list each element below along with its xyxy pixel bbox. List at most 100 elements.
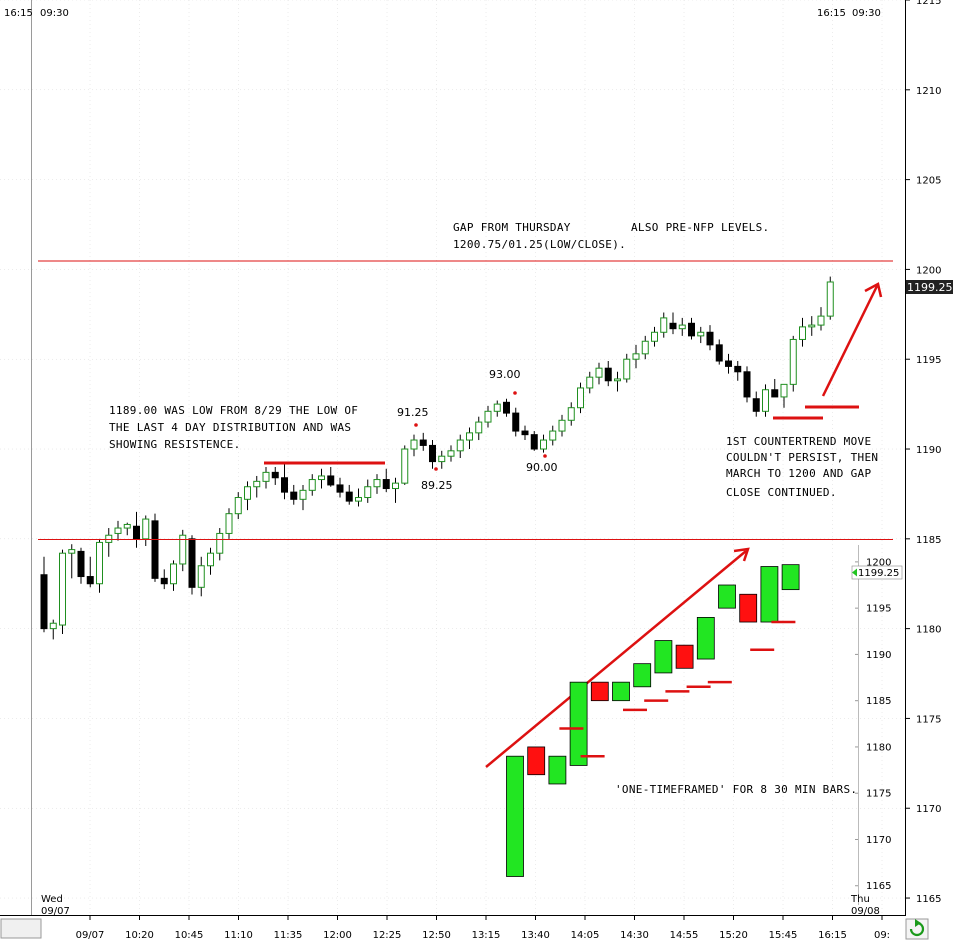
horizontal-scroll-box[interactable] bbox=[0, 918, 42, 939]
price-label: 1199.25 bbox=[907, 281, 953, 294]
countertrend-note-line-3: MARCH TO 1200 AND GAP bbox=[726, 467, 871, 480]
swing-dot-9125 bbox=[414, 423, 418, 427]
inset-candles bbox=[506, 564, 800, 877]
inset-candle-up bbox=[781, 564, 800, 591]
trend-arrow-main-head bbox=[864, 282, 883, 298]
refresh-button[interactable] bbox=[905, 918, 929, 940]
inset-y-tick-label: 1195 bbox=[866, 604, 891, 615]
price-label-box bbox=[906, 280, 953, 294]
low-note-line-1: 1189.00 WAS LOW FROM 8/29 THE LOW OF bbox=[109, 404, 358, 417]
candle-down bbox=[521, 430, 529, 436]
candle-up bbox=[660, 317, 668, 333]
countertrend-note-line-4: CLOSE CONTINUED. bbox=[726, 486, 837, 499]
candle-up bbox=[410, 439, 418, 450]
session-end-day: Thu bbox=[850, 894, 870, 905]
y-tick-label: 1180 bbox=[916, 625, 941, 636]
x-axis: 09/07 10:20 10:45 11:10 11:35 12:00 12:25 12:50… bbox=[76, 916, 890, 940]
header-left-open: 09:30 bbox=[40, 8, 69, 19]
y-axis: 1165 1170 1175 1180 1185 1190 1195 1200 1205 1210… bbox=[905, 0, 941, 905]
inset-candle-up bbox=[696, 617, 715, 660]
refresh-icon-head bbox=[915, 919, 921, 927]
candle-up bbox=[142, 518, 150, 540]
main-grid bbox=[0, 0, 905, 915]
candle-up bbox=[762, 389, 769, 412]
x-tick-label: 12:50 bbox=[422, 930, 451, 940]
inset-candle-up bbox=[654, 640, 673, 674]
y-tick-label: 1215 bbox=[916, 0, 941, 7]
candle-down bbox=[669, 322, 677, 330]
candle-up bbox=[179, 534, 187, 565]
candle-up bbox=[253, 480, 261, 488]
inset-candle-down bbox=[527, 746, 546, 776]
candle-up bbox=[299, 489, 307, 500]
inset-candle-up bbox=[506, 755, 524, 877]
countertrend-note-line-2: COULDN'T PERSIST, THEN bbox=[726, 451, 878, 464]
inset-y-tick-label: 1190 bbox=[866, 650, 891, 661]
refresh-icon bbox=[909, 921, 925, 937]
candle-down bbox=[743, 371, 751, 398]
candle-down bbox=[734, 365, 742, 373]
session-start-day: Wed bbox=[41, 894, 63, 905]
y-tick-label: 1165 bbox=[916, 894, 941, 905]
x-tick-label: 09: bbox=[874, 930, 890, 940]
inset-candle-up bbox=[718, 584, 736, 609]
x-tick-label: 16:15 bbox=[818, 930, 847, 940]
inset-y-tick-label: 1180 bbox=[866, 742, 891, 753]
candle-up bbox=[49, 622, 57, 630]
swing-label-9125: 91.25 bbox=[397, 406, 429, 419]
candle-down bbox=[688, 322, 695, 337]
x-tick-label: 09/07 bbox=[76, 930, 105, 940]
trend-arrow-main-shaft bbox=[821, 285, 879, 397]
swing-label-8925: 89.25 bbox=[421, 479, 453, 492]
header-right-time: 16:15 bbox=[817, 8, 846, 19]
x-tick-label: 12:25 bbox=[373, 930, 402, 940]
candle-up bbox=[59, 552, 66, 626]
inset-candle-down bbox=[675, 644, 694, 669]
candle-down bbox=[290, 491, 298, 500]
candle-up bbox=[780, 383, 788, 398]
candle-up bbox=[447, 450, 455, 457]
candle-up bbox=[789, 338, 797, 385]
candle-up bbox=[799, 326, 806, 340]
candle-down bbox=[336, 484, 344, 493]
candle-up bbox=[466, 432, 473, 441]
candle-up bbox=[614, 378, 621, 382]
candle-up bbox=[549, 430, 557, 441]
x-tick-label: 14:05 bbox=[571, 930, 600, 940]
candle-up bbox=[262, 471, 270, 482]
candle-up bbox=[197, 565, 205, 588]
candle-up bbox=[308, 479, 316, 491]
main-plot-area bbox=[0, 0, 905, 916]
candle-down bbox=[86, 576, 94, 585]
x-tick-label: 15:20 bbox=[719, 930, 748, 940]
candle-up bbox=[392, 482, 399, 490]
y-tick-label: 1200 bbox=[916, 265, 941, 276]
candle-up bbox=[632, 353, 640, 360]
candle-up bbox=[216, 532, 224, 554]
session-start-date: 09/07 bbox=[41, 906, 70, 917]
y-tick-label: 1190 bbox=[916, 445, 941, 456]
inset-y-axis: 1165 1170 1175 1180 1185 1190 1195 1200 bbox=[855, 557, 891, 892]
y-tick-label: 1210 bbox=[916, 86, 941, 97]
y-tick-label: 1185 bbox=[916, 535, 941, 546]
candle-up bbox=[697, 331, 705, 337]
inset-y-tick-label: 1165 bbox=[866, 881, 891, 892]
swing-label-9300: 93.00 bbox=[489, 368, 521, 381]
candle-down bbox=[771, 389, 779, 398]
candle-up bbox=[355, 497, 362, 502]
inset-y-tick-label: 1175 bbox=[866, 789, 891, 800]
candle-down bbox=[327, 475, 335, 486]
candle-up bbox=[484, 410, 492, 423]
y-tick-label: 1195 bbox=[916, 355, 941, 366]
x-tick-label: 15:45 bbox=[769, 930, 798, 940]
candle-down bbox=[604, 367, 612, 382]
x-tick-label: 11:35 bbox=[274, 930, 303, 940]
candle-up bbox=[641, 340, 649, 355]
header-right-open: 09:30 bbox=[852, 8, 881, 19]
x-tick-label: 12:00 bbox=[323, 930, 352, 940]
header-left-time: 16:15 bbox=[4, 8, 33, 19]
candle-up bbox=[68, 549, 76, 554]
y-tick-label: 1170 bbox=[916, 804, 941, 815]
y-tick-label: 1175 bbox=[916, 714, 941, 725]
